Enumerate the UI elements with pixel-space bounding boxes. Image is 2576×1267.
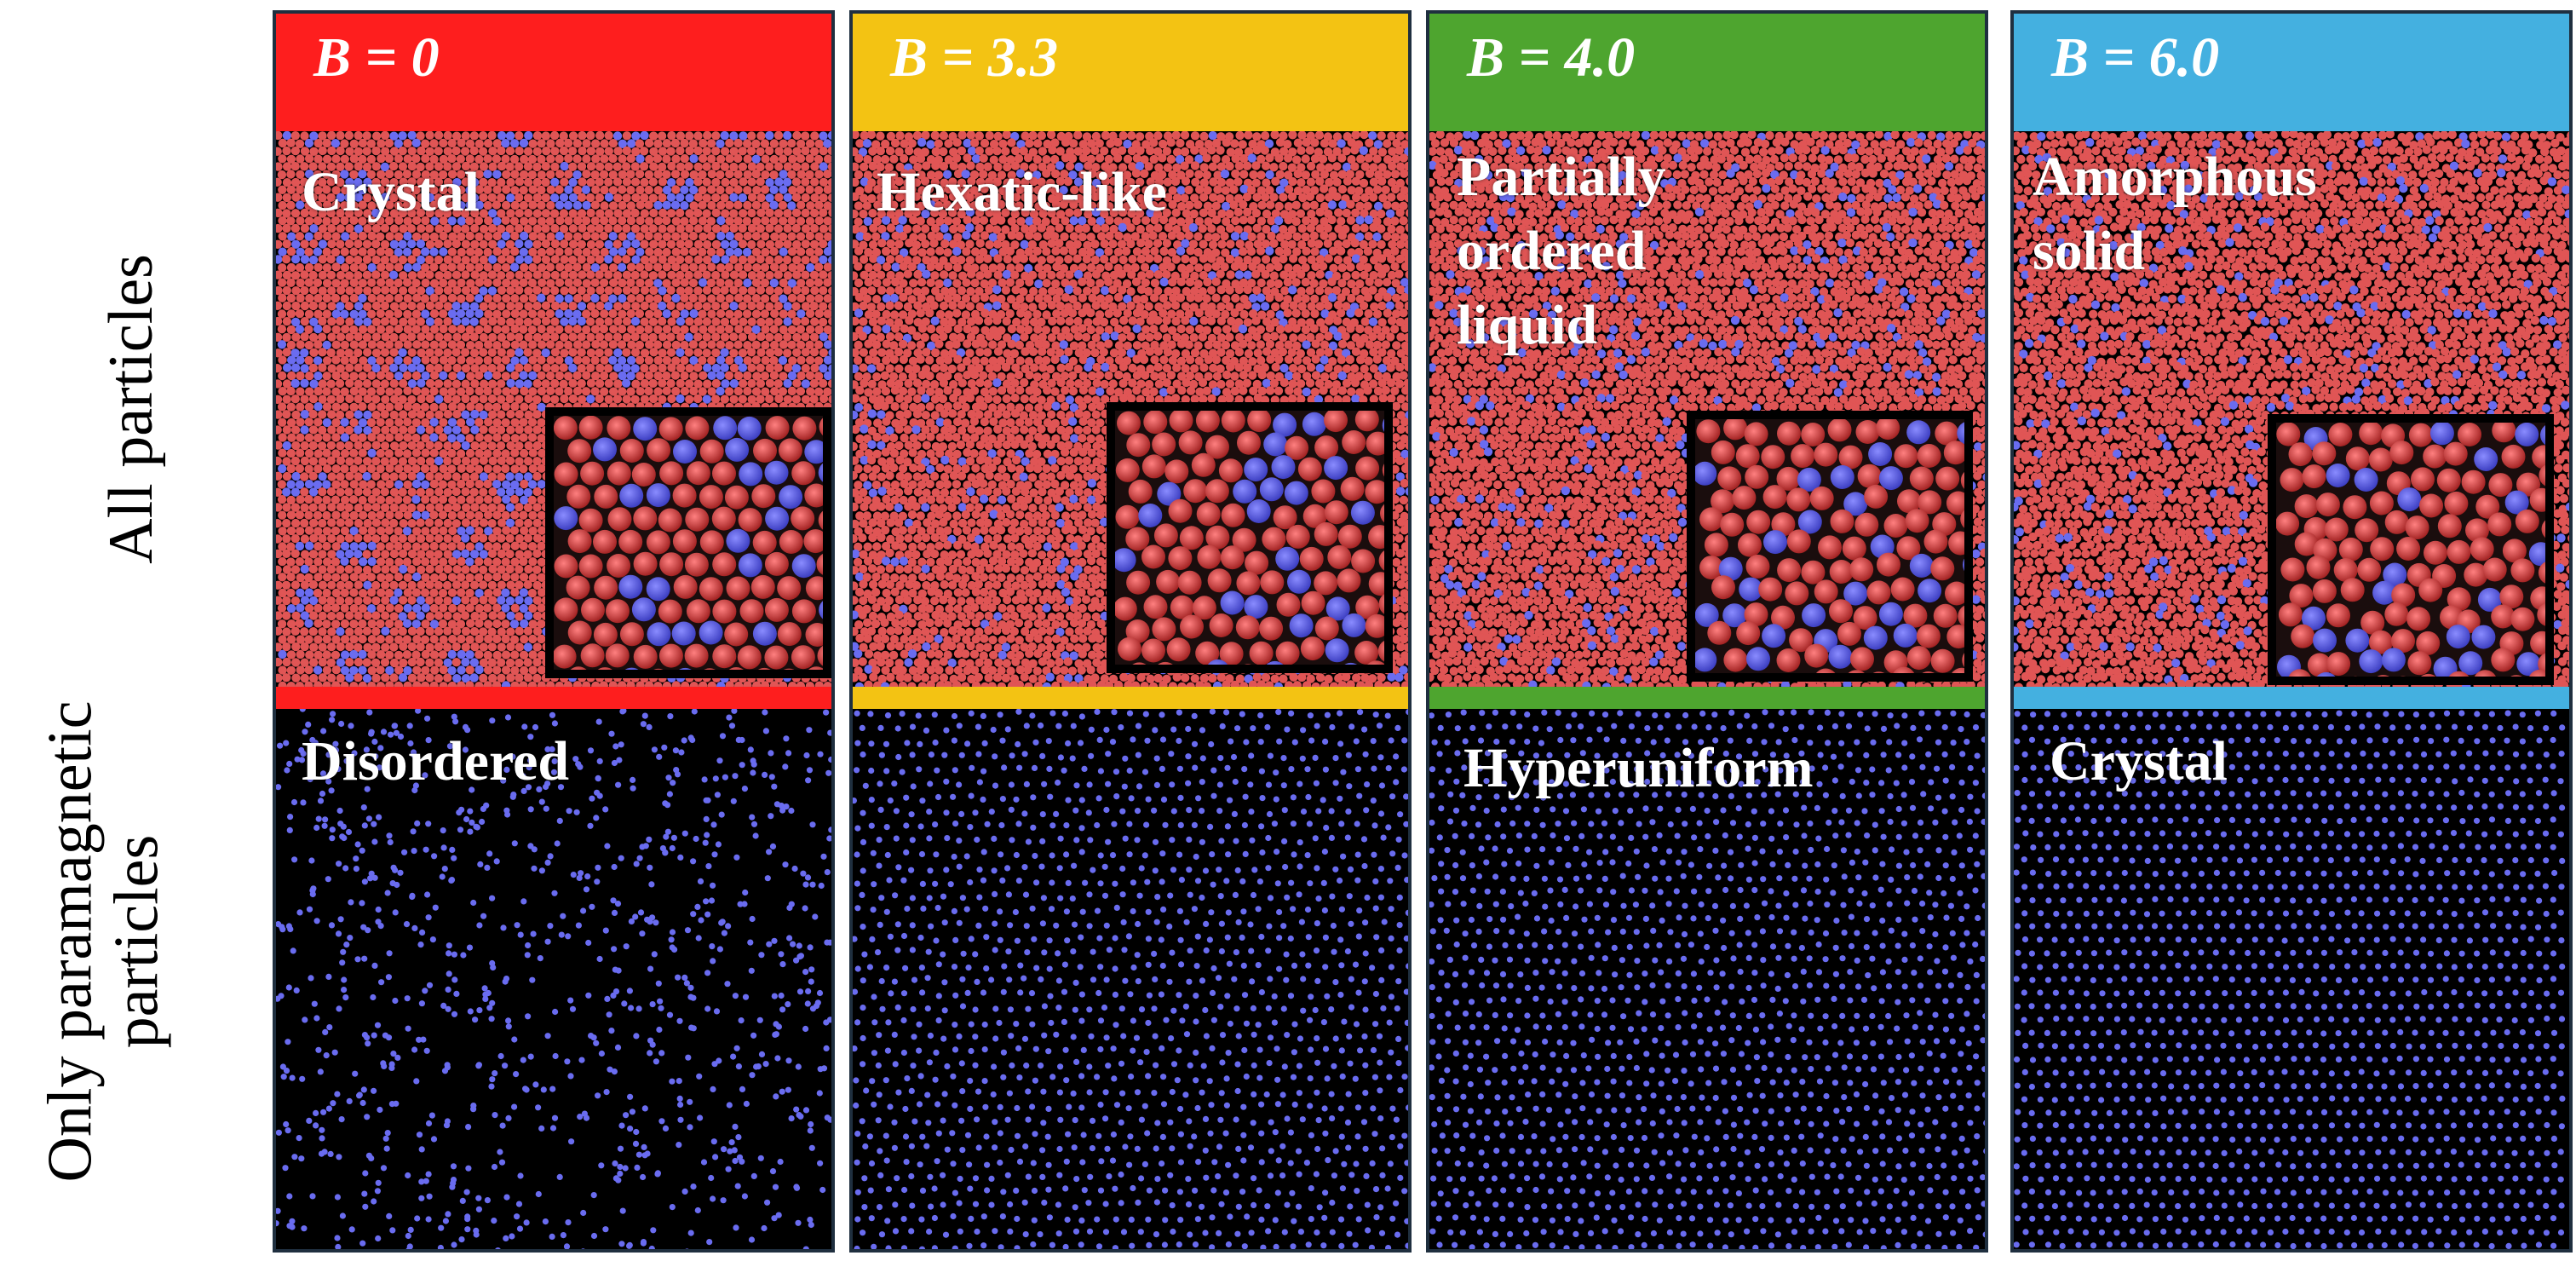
panel-header: B = 6.0 (2014, 14, 2569, 131)
paramagnetic-view (853, 709, 1408, 1249)
separator-bar (2014, 687, 2569, 709)
panel-b6-0: B = 6.0 Amorphous solid Crystal (2010, 10, 2573, 1253)
paramagnetic-view: Crystal (2014, 709, 2569, 1249)
separator-bar (1429, 687, 1985, 709)
phase-label-top: Hexatic-like (877, 155, 1167, 229)
zoom-inset (1687, 411, 1973, 682)
phase-label-bottom: Disordered (302, 724, 569, 798)
all-particles-view: Amorphous solid (2014, 131, 2569, 687)
panel-b4-0: B = 4.0 Partially ordered liquid Hyperun… (1426, 10, 1988, 1253)
panel-b0: B = 0 Crystal Disordered (273, 10, 835, 1253)
phase-label-bottom: Crystal (2050, 724, 2228, 798)
zoom-inset (545, 407, 831, 678)
b-field-label: B = 0 (313, 26, 440, 90)
paramagnetic-field (2014, 710, 2566, 1249)
panel-header: B = 3.3 (853, 14, 1408, 131)
paramagnetic-view: Hyperuniform (1429, 709, 1985, 1249)
phase-label-top: Partially ordered liquid (1457, 140, 1666, 362)
paramagnetic-field (1429, 709, 1985, 1249)
row-label-paramagnetic: Only paramagnetic particles (35, 700, 171, 1182)
b-field-label: B = 6.0 (2051, 26, 2219, 90)
paramagnetic-field (276, 709, 831, 1249)
paramagnetic-field (853, 709, 1408, 1249)
panel-header: B = 0 (276, 14, 831, 131)
panel-b3-3: B = 3.3 Hexatic-like (849, 10, 1412, 1253)
row-label-all-particles: All particles (96, 254, 166, 564)
all-particles-view: Hexatic-like (853, 131, 1408, 687)
zoom-inset (1107, 402, 1393, 673)
phase-label-top: Amorphous solid (2033, 140, 2317, 288)
phase-label-bottom: Hyperuniform (1463, 731, 1814, 805)
separator-bar (853, 687, 1408, 709)
b-field-label: B = 3.3 (890, 26, 1058, 90)
b-field-label: B = 4.0 (1467, 26, 1635, 90)
phase-label-top: Crystal (302, 155, 480, 229)
zoom-inset (2268, 414, 2554, 685)
panel-header: B = 4.0 (1429, 14, 1985, 131)
separator-bar (276, 687, 831, 709)
paramagnetic-view: Disordered (276, 709, 831, 1249)
all-particles-view: Partially ordered liquid (1429, 131, 1985, 687)
all-particles-view: Crystal (276, 131, 831, 687)
